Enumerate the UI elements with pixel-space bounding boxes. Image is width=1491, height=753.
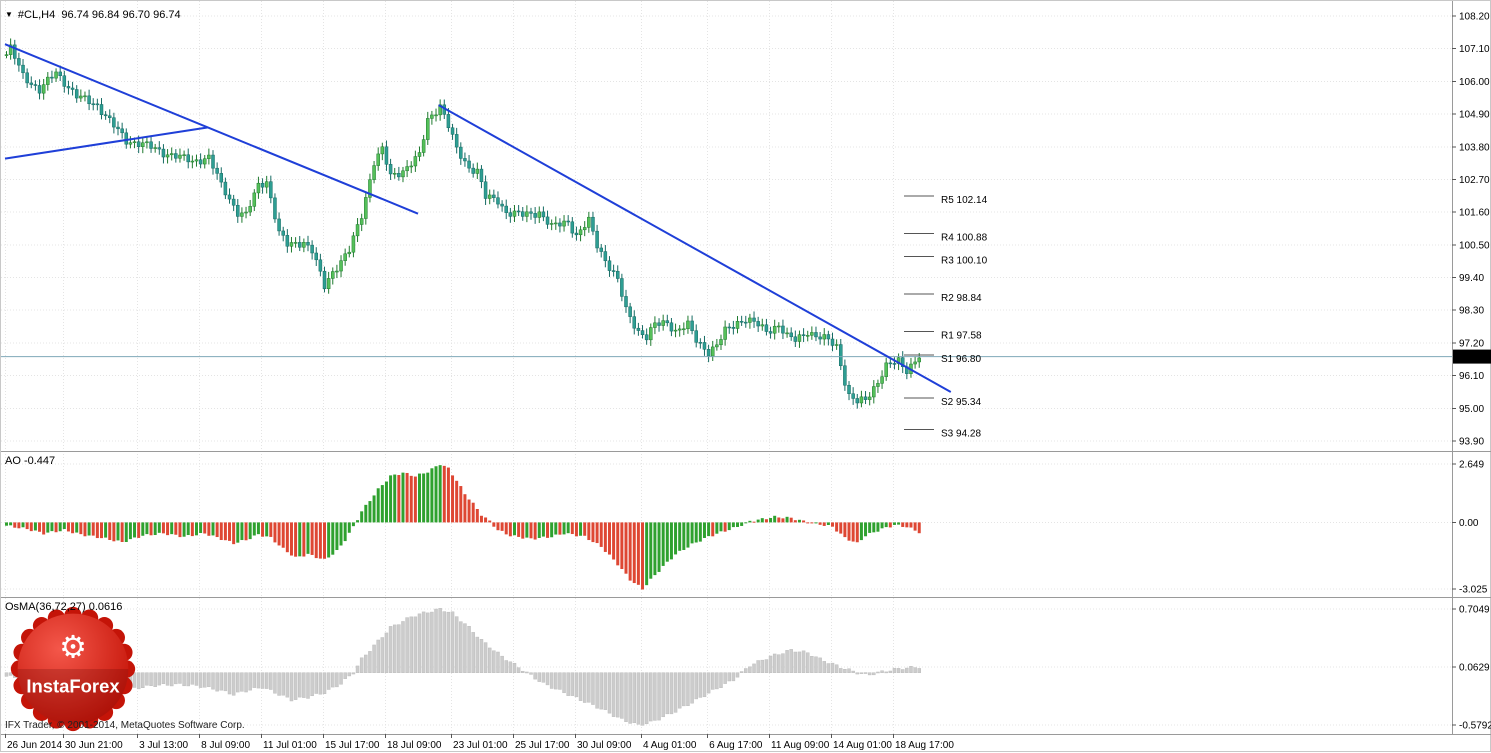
logo-seal-circle: [17, 613, 129, 725]
pivot-label: R1 97.58: [941, 331, 982, 342]
osma-indicator-label: OsMA(36,72,27) 0.0616: [5, 601, 123, 613]
pivot-label: R5 102.14: [941, 195, 988, 206]
candlestick-series[interactable]: [4, 38, 921, 409]
dropdown-arrow-icon[interactable]: ▼: [5, 10, 13, 19]
time-tick-label: 30 Jun 21:00: [65, 740, 123, 751]
pivot-label: S3 94.28: [941, 429, 981, 440]
time-tick-label: 8 Jul 09:00: [201, 740, 250, 751]
osma-tick-label: 0.7049: [1459, 605, 1490, 616]
trendlines[interactable]: [4, 43, 952, 393]
gear-icon: ⚙: [59, 629, 87, 665]
ao-histogram: [5, 465, 921, 590]
ao-axis[interactable]: 2.649 0.00 -3.025: [1452, 460, 1488, 596]
copyright-text: IFX Trader, © 2001-2014, MetaQuotes Soft…: [5, 720, 245, 731]
pivot-label: R3 100.10: [941, 256, 988, 267]
pivot-label: R4 100.88: [941, 233, 988, 244]
ao-tick-label: 0.00: [1459, 518, 1479, 529]
ao-tick-label: -3.025: [1459, 585, 1488, 596]
price-tick-label: 106.00: [1459, 77, 1490, 88]
pane-separators: [1, 1, 1491, 735]
price-tick-label: 95.00: [1459, 404, 1484, 415]
price-tick-label: 96.10: [1459, 371, 1484, 382]
price-tick-label: 93.90: [1459, 437, 1484, 448]
current-price-badge-text: 96.74: [1459, 352, 1484, 363]
symbol-ohlc-text: #CL,H4 96.74 96.84 96.70 96.74: [17, 9, 181, 21]
time-tick-label: 11 Aug 09:00: [771, 740, 830, 751]
price-tick-label: 98.30: [1459, 306, 1484, 317]
time-tick-label: 4 Aug 01:00: [643, 740, 697, 751]
price-tick-label: 99.40: [1459, 273, 1484, 284]
osma-tick-label: 0.0629: [1459, 663, 1490, 674]
pivot-levels: R5 102.14 R4 100.88 R3 100.10 R2 98.84 R1 97…: [904, 195, 988, 440]
osma-axis[interactable]: 0.7049 0.0629 -0.5792: [1452, 605, 1491, 732]
price-tick-label: 102.70: [1459, 175, 1490, 186]
time-tick-label: 30 Jul 09:00: [577, 740, 632, 751]
time-tick-label: 11 Jul 01:00: [263, 740, 317, 751]
symbol-ohlc-label: ▼ #CL,H4 96.74 96.84 96.70 96.74: [5, 9, 181, 21]
time-tick-label: 23 Jul 01:00: [453, 740, 508, 751]
price-axis[interactable]: 108.20 107.10 106.00 104.90 103.80 102.70 101.…: [1452, 12, 1490, 448]
time-tick-label: 25 Jul 17:00: [515, 740, 570, 751]
price-tick-label: 100.50: [1459, 240, 1490, 251]
ao-tick-label: 2.649: [1459, 460, 1484, 471]
time-tick-label: 3 Jul 13:00: [139, 740, 188, 751]
osma-tick-label: -0.5792: [1459, 721, 1491, 732]
time-tick-label: 15 Jul 17:00: [325, 740, 380, 751]
price-tick-label: 97.20: [1459, 338, 1484, 349]
price-tick-label: 104.90: [1459, 110, 1490, 121]
chart-grid: [1, 1, 1452, 734]
current-price-badge: 96.74: [1453, 349, 1491, 364]
pivot-label: S1 96.80: [941, 354, 981, 365]
time-tick-label: 18 Jul 09:00: [387, 740, 442, 751]
ao-indicator-label: AO -0.447: [5, 455, 56, 467]
price-tick-label: 103.80: [1459, 142, 1490, 153]
logo-bottom-shade: [17, 669, 129, 725]
price-tick-label: 101.60: [1459, 208, 1490, 219]
time-tick-label: 6 Aug 17:00: [709, 740, 763, 751]
price-tick-label: 108.20: [1459, 12, 1490, 23]
instaforex-logo: ⚙ InstaForex: [5, 601, 141, 737]
price-tick-label: 107.10: [1459, 44, 1490, 55]
time-axis[interactable]: 26 Jun 2014 30 Jun 21:00 3 Jul 13:00 8 Jul …: [5, 734, 955, 751]
pivot-label: S2 95.34: [941, 397, 981, 408]
logo-brand-text: InstaForex: [26, 675, 120, 696]
time-tick-label: 18 Aug 17:00: [895, 740, 954, 751]
pivot-label: R2 98.84: [941, 293, 982, 304]
time-tick-label: 14 Aug 01:00: [833, 740, 892, 751]
instaforex-logo-badge: ⚙ InstaForex: [10, 606, 136, 732]
time-tick-label: 26 Jun 2014: [7, 740, 62, 751]
